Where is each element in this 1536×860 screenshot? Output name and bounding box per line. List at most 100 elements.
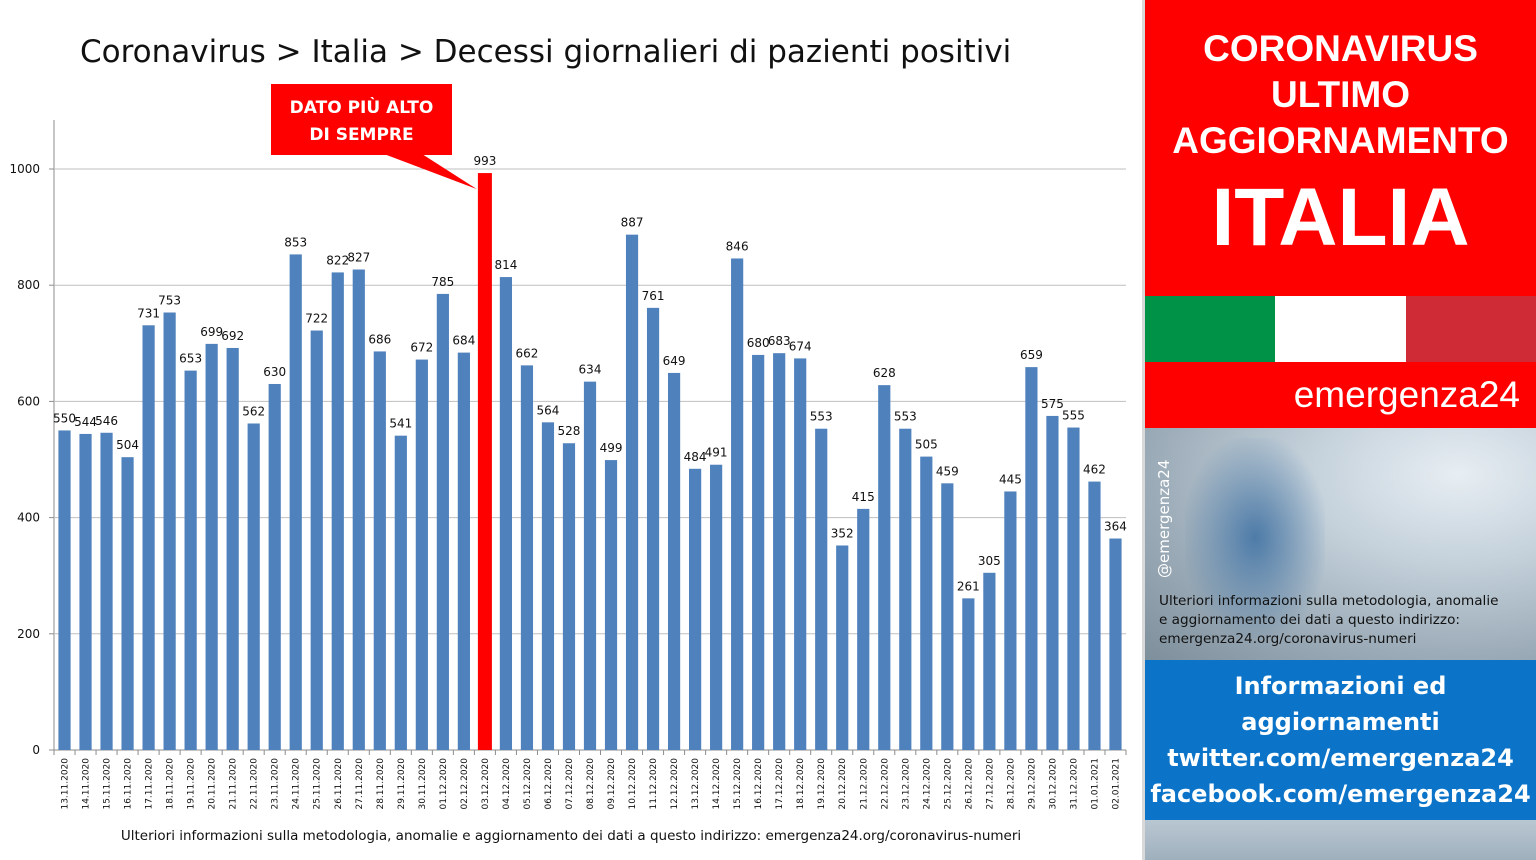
bar [121, 457, 134, 750]
x-tick-label: 01.01.2021 [1090, 758, 1100, 810]
x-tick-label: 26.12.2020 [964, 758, 974, 810]
bar [857, 508, 870, 750]
facebook-link[interactable]: facebook.com/emergenza24 [1150, 780, 1531, 808]
x-tick-label: 15.11.2020 [103, 758, 113, 810]
data-label: 505 [915, 438, 938, 452]
data-label: 364 [1104, 520, 1127, 534]
data-label: 504 [116, 438, 139, 452]
x-tick-label: 27.11.2020 [355, 758, 365, 810]
note-line: Ulteriori informazioni sulla metodologia… [1159, 593, 1499, 609]
data-label: 680 [747, 336, 770, 350]
page-title: Coronavirus > Italia > Decessi giornalie… [80, 34, 1012, 70]
photo-blur [1185, 438, 1325, 638]
data-label: 575 [1041, 397, 1064, 411]
data-label: 887 [621, 216, 644, 230]
x-tick-label: 06.12.2020 [544, 758, 554, 810]
data-label: 546 [95, 414, 118, 428]
x-tick-label: 31.12.2020 [1069, 758, 1079, 810]
data-label: 499 [600, 441, 623, 455]
bar [983, 572, 996, 750]
callout-pointer [384, 154, 477, 190]
methodology-note: Ulteriori informazioni sulla metodologia… [1159, 592, 1529, 649]
data-label: 484 [684, 450, 707, 464]
bar [878, 385, 891, 750]
header-line: ULTIMO [1270, 74, 1411, 115]
twitter-link[interactable]: twitter.com/emergenza24 [1167, 744, 1514, 772]
bar [289, 254, 302, 751]
panel-divider [1142, 0, 1145, 860]
data-label: 827 [347, 251, 370, 265]
x-tick-label: 25.11.2020 [313, 758, 323, 810]
x-tick-label: 30.11.2020 [418, 758, 428, 810]
data-label: 699 [200, 325, 223, 339]
data-label: 722 [305, 312, 328, 326]
data-label: 814 [494, 258, 517, 272]
x-tick-label: 19.11.2020 [187, 758, 197, 810]
x-tick-label: 21.11.2020 [229, 758, 239, 810]
data-label: 686 [368, 332, 391, 346]
italian-flag-icon [1145, 296, 1536, 362]
callout-box [271, 84, 452, 155]
bar [331, 272, 344, 750]
data-label: 445 [999, 472, 1022, 486]
data-label: 649 [663, 354, 686, 368]
x-tick-label: 04.12.2020 [502, 758, 512, 810]
bar [1109, 538, 1122, 750]
data-label: 662 [515, 346, 538, 360]
x-tick-label: 29.12.2020 [1027, 758, 1037, 810]
x-tick-label: 25.12.2020 [943, 758, 953, 810]
bar [794, 358, 807, 750]
x-tick-label: 02.01.2021 [1111, 758, 1121, 810]
bar [352, 269, 365, 750]
header-line: AGGIORNAMENTO [1172, 120, 1509, 161]
x-tick-label: 26.11.2020 [334, 758, 344, 810]
data-label: 562 [242, 404, 265, 418]
bar [205, 343, 218, 750]
x-tick-label: 21.12.2020 [859, 758, 869, 810]
x-tick-label: 18.11.2020 [166, 758, 176, 810]
bar [142, 325, 155, 750]
bar [815, 428, 828, 750]
x-tick-label: 24.12.2020 [922, 758, 932, 810]
data-label: 659 [1020, 348, 1043, 362]
x-tick-label: 16.12.2020 [754, 758, 764, 810]
x-tick-label: 11.12.2020 [649, 758, 659, 810]
callout-text: DI SEMPRE [309, 125, 413, 145]
callout-text: DATO PIÙ ALTO [290, 96, 434, 118]
bar [773, 353, 786, 750]
data-label: 553 [894, 410, 917, 424]
data-label: 785 [431, 275, 454, 289]
x-tick-label: 13.11.2020 [61, 758, 71, 810]
bar [58, 430, 71, 750]
data-label: 634 [579, 363, 602, 377]
x-tick-label: 07.12.2020 [565, 758, 575, 810]
data-label: 853 [284, 235, 307, 249]
data-label: 541 [389, 417, 412, 431]
x-tick-label: 10.12.2020 [628, 758, 638, 810]
data-label: 415 [852, 490, 875, 504]
data-label: 628 [873, 366, 896, 380]
bar [457, 352, 470, 750]
bar [836, 545, 849, 750]
data-label: 462 [1083, 463, 1106, 477]
note-line: emergenza24.org/coronavirus-numeri [1159, 631, 1417, 647]
data-label: 761 [642, 289, 665, 303]
bar [1067, 427, 1080, 750]
x-tick-label: 03.12.2020 [481, 758, 491, 810]
bar [583, 381, 597, 750]
x-tick-label: 16.11.2020 [124, 758, 134, 810]
y-tick-label: 800 [17, 278, 40, 292]
info-line: aggiornamenti [1241, 708, 1440, 736]
x-tick-label: 22.12.2020 [880, 758, 890, 810]
bar [667, 372, 681, 750]
data-label: 553 [810, 410, 833, 424]
x-tick-label: 22.11.2020 [250, 758, 260, 810]
bar [710, 464, 723, 750]
bar [920, 456, 933, 750]
data-label: 352 [831, 526, 854, 540]
background-photo: @emergenza24 Ulteriori informazioni sull… [1145, 428, 1536, 660]
data-label: 731 [137, 306, 160, 320]
x-tick-label: 20.11.2020 [208, 758, 218, 810]
bar [646, 307, 660, 750]
data-label: 555 [1062, 409, 1085, 423]
